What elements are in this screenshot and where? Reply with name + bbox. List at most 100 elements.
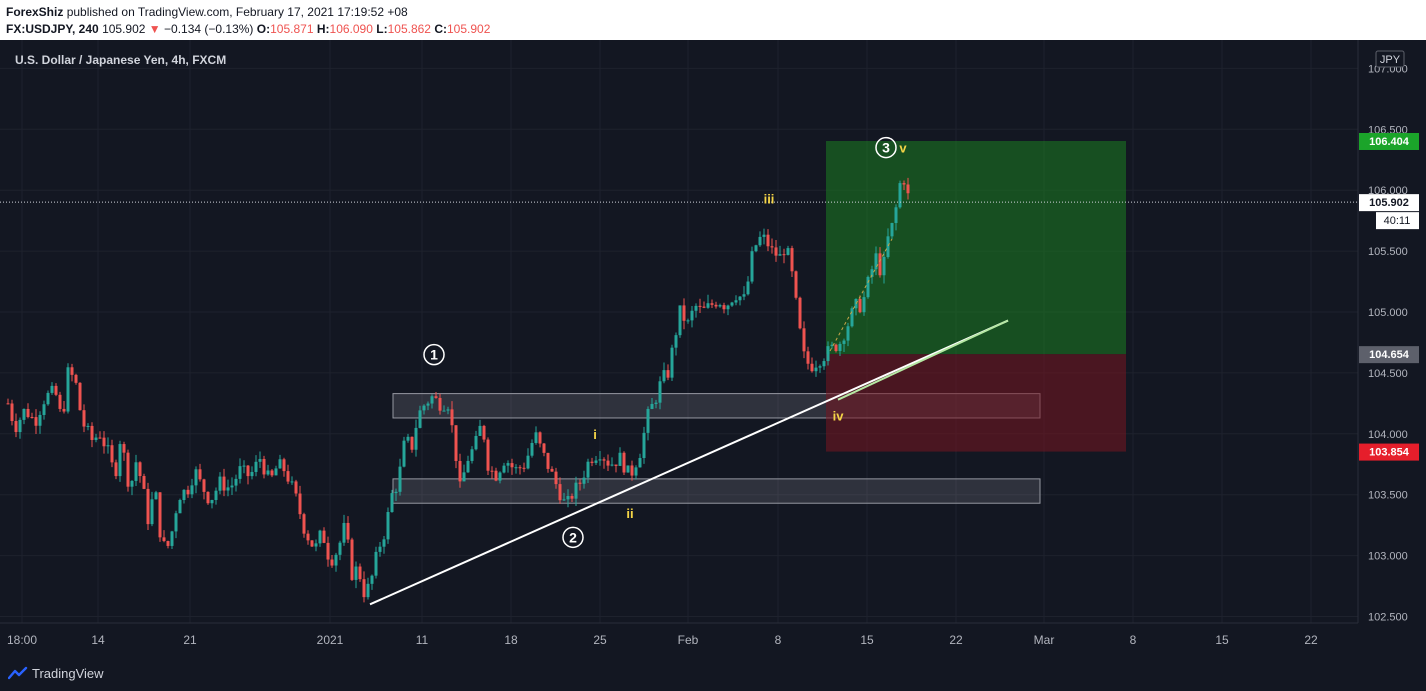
- candle-body: [750, 251, 754, 282]
- candle-body: [182, 489, 186, 501]
- open-label: O:: [256, 22, 271, 36]
- candle-body: [126, 452, 130, 487]
- candle-body: [258, 458, 262, 462]
- currency-badge[interactable]: [1375, 50, 1405, 68]
- x-tick-label: 8: [1130, 633, 1137, 647]
- tradingview-logo-icon: [8, 666, 28, 680]
- stop-zone[interactable]: [826, 354, 1126, 452]
- x-tick-label: 25: [593, 633, 607, 647]
- candle-body: [106, 445, 110, 447]
- candle-body: [170, 531, 174, 546]
- candle-body: [658, 381, 662, 403]
- candle-body: [482, 425, 486, 440]
- candle-body: [710, 303, 714, 305]
- price-chart[interactable]: 123iiiiiiivv102.500103.000103.500104.000…: [0, 40, 1426, 660]
- candle-body: [898, 183, 902, 208]
- candle-body: [890, 223, 894, 237]
- candle-body: [70, 367, 74, 375]
- wave-label-iii[interactable]: iii: [764, 192, 775, 207]
- candle-body: [294, 481, 298, 494]
- candle-body: [350, 539, 354, 580]
- candle-body: [842, 340, 846, 344]
- candle-body: [278, 459, 282, 469]
- candle-body: [506, 463, 510, 466]
- candle-body: [614, 464, 618, 466]
- candle-body: [402, 440, 406, 467]
- wave-label-i[interactable]: i: [593, 427, 597, 442]
- candle-body: [690, 310, 694, 321]
- candle-body: [602, 459, 606, 461]
- candle-body: [94, 437, 98, 440]
- target-price-label-bg: [1359, 132, 1419, 150]
- wave-label-ii[interactable]: ii: [626, 506, 633, 521]
- candle-body: [86, 425, 90, 427]
- candle-body: [594, 460, 598, 463]
- candle-body: [386, 512, 390, 540]
- candle-body: [422, 405, 426, 411]
- zone-box[interactable]: [392, 478, 1041, 504]
- candle-body: [14, 421, 18, 433]
- x-tick-label: 22: [1304, 633, 1318, 647]
- candle-body: [586, 461, 590, 478]
- candle-body: [238, 466, 242, 479]
- candle-body: [650, 403, 654, 409]
- trendline[interactable]: [369, 319, 1009, 606]
- candle-body: [130, 480, 134, 487]
- candle-body: [118, 444, 122, 477]
- candle-body: [562, 499, 566, 501]
- candle-body: [834, 344, 838, 351]
- candle-body: [474, 435, 478, 450]
- y-tick-label: 103.500: [1368, 490, 1408, 502]
- candle-body: [146, 488, 150, 525]
- candle-body: [498, 472, 502, 481]
- candle-body: [886, 236, 890, 257]
- candle-body: [810, 363, 814, 372]
- candle-body: [762, 234, 766, 237]
- candle-body: [882, 256, 886, 276]
- candle-body: [222, 476, 226, 491]
- wave-label-3[interactable]: 3: [882, 140, 890, 156]
- candle-body: [154, 492, 158, 500]
- candle-body: [286, 471, 290, 482]
- candle-body: [902, 183, 906, 185]
- candle-body: [306, 533, 310, 541]
- tradingview-brand[interactable]: TradingView: [32, 666, 104, 681]
- candle-body: [406, 436, 410, 441]
- close-label: C:: [434, 22, 447, 36]
- candle-body: [894, 207, 898, 224]
- y-tick-label: 102.500: [1368, 612, 1408, 624]
- candle-body: [142, 476, 146, 489]
- y-tick-label: 103.000: [1368, 551, 1408, 563]
- x-tick-label: 14: [91, 633, 105, 647]
- footer: TradingView: [0, 660, 1426, 691]
- candle-body: [454, 425, 458, 461]
- candle-body: [538, 432, 542, 444]
- target-zone[interactable]: [826, 140, 1126, 355]
- author-name[interactable]: ForexShiz: [6, 5, 64, 19]
- published-text: published on TradingView.com, February 1…: [66, 5, 408, 19]
- candle-body: [290, 481, 294, 483]
- down-arrow-icon: ▼: [148, 22, 161, 36]
- candle-body: [78, 382, 82, 411]
- candle-body: [558, 484, 562, 501]
- candle-body: [414, 427, 418, 450]
- candle-body: [490, 470, 494, 472]
- candle-body: [878, 253, 882, 276]
- candle-body: [790, 248, 794, 272]
- candle-body: [394, 491, 398, 494]
- wave-label-2[interactable]: 2: [569, 529, 577, 545]
- candle-body: [374, 551, 378, 576]
- wave-label-1[interactable]: 1: [430, 347, 438, 363]
- candle-body: [766, 234, 770, 247]
- candle-body: [742, 294, 746, 297]
- wave-circle: [562, 526, 584, 549]
- candle-body: [870, 269, 874, 277]
- wave-label-v[interactable]: v: [899, 141, 907, 156]
- candle-body: [858, 299, 862, 313]
- candle-body: [550, 468, 554, 472]
- wave-label-iv[interactable]: iv: [833, 409, 845, 424]
- candle-body: [786, 248, 790, 255]
- chart-area[interactable]: 1 2 3 i ii iii iv v 102.500 103.000 103.500 104.000…: [0, 40, 1426, 691]
- candle-body: [522, 467, 526, 469]
- candle-body: [158, 492, 162, 538]
